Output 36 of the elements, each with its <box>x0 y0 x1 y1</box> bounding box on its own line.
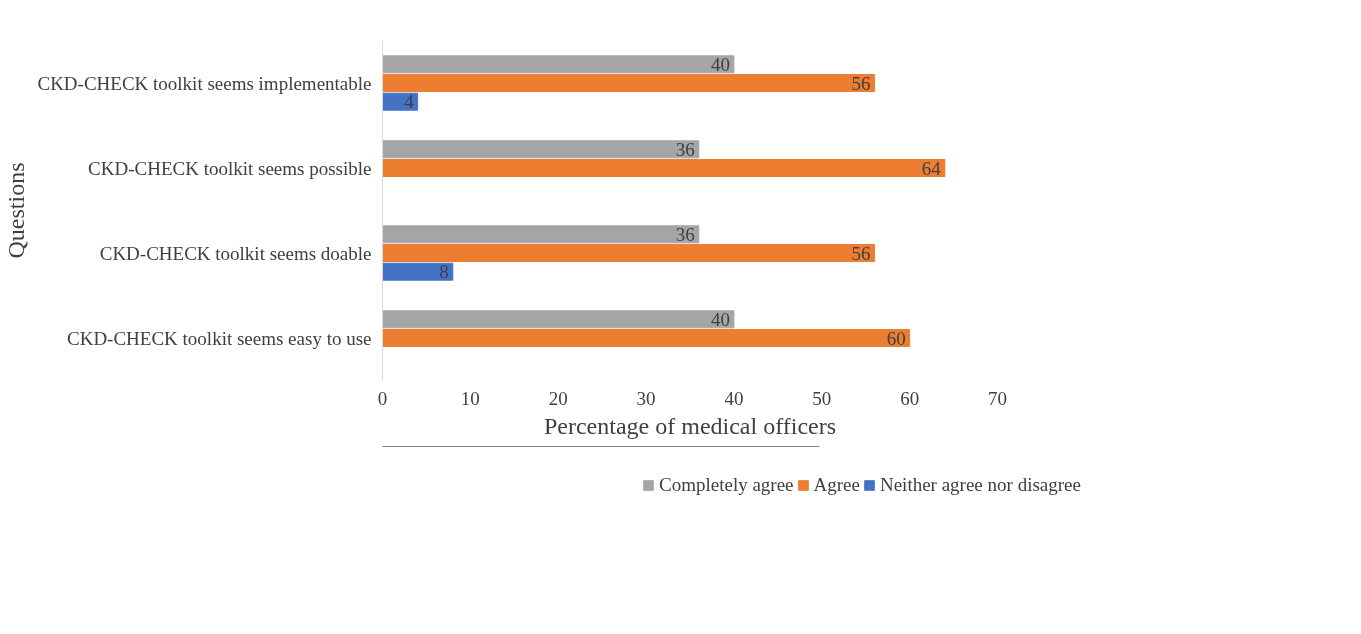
data-label: 8 <box>439 261 449 283</box>
data-label: 40 <box>710 308 730 330</box>
bar <box>382 225 700 244</box>
bar <box>382 329 911 347</box>
data-label: 4 <box>404 91 415 113</box>
data-label: 40 <box>710 53 730 75</box>
x-tick-label: 0 <box>377 387 388 409</box>
data-label: 64 <box>921 157 942 179</box>
bar <box>382 310 735 329</box>
bar <box>382 159 946 177</box>
y-tick-label: CKD-CHECK toolkit seems easy to use <box>67 327 372 349</box>
data-label: 56 <box>851 242 871 264</box>
y-tick-label: CKD-CHECK toolkit seems doable <box>99 242 372 264</box>
x-tick-label: 70 <box>988 387 1007 409</box>
y-tick-label: CKD-CHECK toolkit seems implementable <box>37 72 372 94</box>
legend-label: Completely agree <box>659 474 794 496</box>
bar <box>382 55 735 74</box>
data-label: 56 <box>851 72 871 94</box>
bar <box>382 262 454 281</box>
data-label: 36 <box>675 138 695 160</box>
bar <box>382 244 875 262</box>
bar <box>382 74 875 92</box>
legend-label: Agree <box>813 474 860 496</box>
x-axis-title: Percentage of medical officers <box>543 412 837 439</box>
bar <box>382 140 700 159</box>
x-tick-label: 40 <box>724 387 744 409</box>
x-tick-label: 60 <box>900 387 920 409</box>
data-label: 36 <box>675 223 695 245</box>
y-axis-title: Questions <box>3 162 30 259</box>
x-tick-label: 30 <box>636 387 656 409</box>
x-tick-label: 10 <box>460 387 480 409</box>
x-tick-label: 50 <box>812 387 832 409</box>
data-label: 60 <box>886 327 906 349</box>
legend-label: Neither agree nor disagree <box>879 474 1081 496</box>
x-tick-label: 20 <box>548 387 568 409</box>
y-tick-label: CKD-CHECK toolkit seems possible <box>88 157 372 179</box>
